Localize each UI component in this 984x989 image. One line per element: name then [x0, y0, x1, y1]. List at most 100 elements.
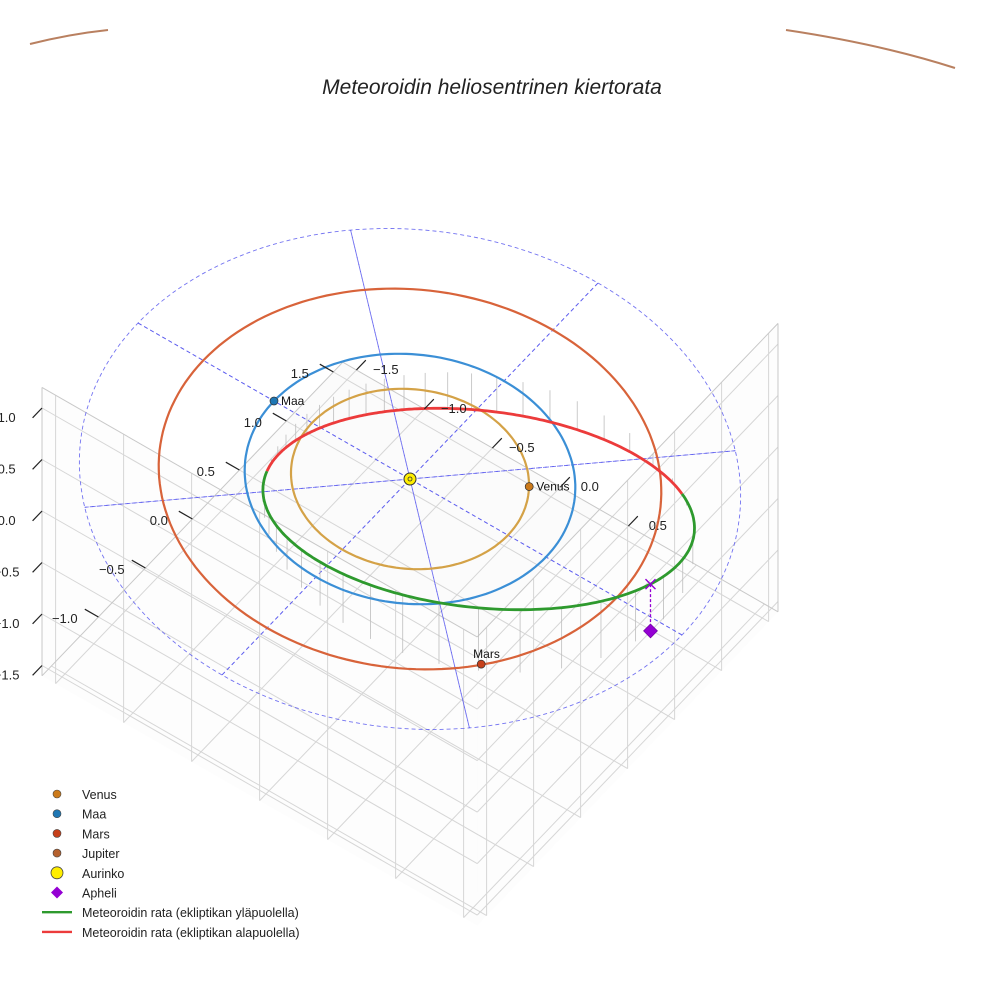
- back-wall-gridline: [476, 343, 779, 658]
- x-tick-label: 0.5: [197, 464, 215, 479]
- left-wall-gridline: [41, 665, 478, 916]
- floor-gridline: [191, 447, 493, 762]
- z-tick-label: −1.0: [0, 616, 19, 631]
- legend-item: Meteoroidin rata (ekliptikan alapuolella…: [42, 926, 299, 940]
- z-tick: [32, 665, 43, 676]
- y-tick: [491, 437, 503, 449]
- orbit-venus: [289, 387, 531, 571]
- reference-spoke: [84, 450, 736, 508]
- y-tick-label: −1.0: [441, 401, 467, 416]
- y-tick-label: 0.5: [649, 518, 667, 533]
- y-tick: [423, 398, 435, 410]
- legend-marker-dot: [52, 848, 62, 858]
- label-venus: Venus: [536, 480, 569, 494]
- back-wall-gridline: [476, 601, 779, 916]
- jupiter-orbit-arc-left: [29, 29, 109, 45]
- left-wall-gridline: [41, 510, 478, 762]
- x-tick-label: −0.5: [99, 562, 125, 577]
- aphelion-projection-cross: [644, 578, 656, 590]
- meteoroid-orbit: [261, 406, 696, 612]
- legend-label: Apheli: [82, 887, 117, 901]
- x-tick-label: −1.0: [52, 611, 78, 626]
- axis-pane-edge: [476, 323, 779, 638]
- marker-venus: [524, 482, 534, 491]
- legend-marker-dot: [52, 789, 62, 799]
- x-tick: [272, 412, 287, 422]
- y-tick-label: 0.0: [581, 479, 599, 494]
- left-wall-gridline: [41, 613, 478, 865]
- jupiter-orbit-arc: [29, 29, 956, 69]
- legend-marker-dot: [52, 809, 62, 819]
- z-tick: [32, 613, 43, 625]
- chart-title: Meteoroidin heliosentrinen kiertorata: [322, 76, 662, 99]
- marker-maa: [269, 396, 279, 406]
- legend-label: Mars: [82, 827, 110, 841]
- legend: Venus Maa Mars Jupiter Aurinko Apheli Meteoroi…: [42, 788, 299, 940]
- legend-marker-dot: [52, 829, 62, 838]
- sun-marker: [403, 472, 417, 486]
- x-tick: [225, 461, 240, 471]
- axis-panes: [42, 323, 778, 926]
- z-tick: [32, 510, 43, 522]
- left-wall-gridline: [41, 407, 478, 659]
- axis-ticks: −1.0 −0.5 0.0 0.5 1.0 1.5 −1.5 −1.0 −0.5 0.0 0.5 1.…: [0, 359, 667, 682]
- legend-item: Apheli: [51, 886, 117, 901]
- y-tick-label: −0.5: [509, 440, 535, 455]
- y-tick: [355, 359, 367, 371]
- z-tick-label: 1.0: [0, 410, 16, 425]
- label-maa: Maa: [281, 394, 305, 408]
- legend-item: Mars: [52, 827, 110, 841]
- x-tick-label: 1.0: [244, 415, 262, 430]
- back-wall-gridline: [476, 498, 779, 813]
- meteoroid-path-below: [265, 432, 308, 472]
- floor-gridline: [123, 408, 425, 723]
- z-tick-label: −1.5: [0, 667, 19, 682]
- legend-label: Aurinko: [82, 867, 124, 881]
- floor-gridline: [55, 369, 357, 684]
- back-wall-gridline: [476, 549, 779, 864]
- legend-item: Meteoroidin rata (ekliptikan yläpuolella…: [42, 906, 299, 920]
- planet-orbits: [157, 287, 663, 671]
- z-tick: [32, 562, 43, 573]
- legend-item: Aurinko: [50, 866, 124, 881]
- meteoroid-path-above: [261, 470, 696, 612]
- label-mars: Mars: [473, 647, 500, 661]
- z-tick-label: 0.5: [0, 461, 16, 476]
- meteoroid-path-below: [306, 406, 684, 495]
- floor-gridline: [259, 486, 561, 801]
- x-tick-label: 1.5: [291, 366, 309, 381]
- floor-gridline: [395, 564, 697, 879]
- y-tick-label: −1.5: [373, 362, 399, 377]
- legend-label: Maa: [82, 808, 106, 822]
- x-tick-label: 0.0: [150, 513, 168, 528]
- jupiter-orbit-arc-right: [785, 29, 956, 69]
- orbit-maa: [243, 352, 577, 606]
- left-wall-gridline: [41, 562, 478, 813]
- x-tick: [84, 608, 99, 618]
- legend-label: Venus: [82, 788, 117, 802]
- z-tick-label: 0.0: [0, 513, 16, 528]
- reference-spoke: [84, 450, 736, 508]
- left-wall-gridline: [41, 459, 478, 710]
- sun-core: [407, 476, 413, 482]
- z-tick-label: −0.5: [0, 564, 19, 579]
- legend-marker-sun: [50, 866, 64, 880]
- legend-item: Venus: [52, 788, 117, 802]
- legend-label: Jupiter: [82, 847, 120, 861]
- y-tick: [627, 515, 639, 527]
- legend-label: Meteoroidin rata (ekliptikan alapuolella…: [82, 926, 299, 940]
- body-markers: Venus Maa Mars: [269, 394, 658, 669]
- marker-mars: [476, 659, 486, 669]
- x-tick: [178, 510, 193, 520]
- reference-ring: [78, 228, 742, 730]
- z-tick: [32, 407, 43, 419]
- x-tick: [131, 559, 146, 569]
- floor-gridline: [463, 603, 765, 918]
- z-tick: [32, 459, 43, 470]
- aphelion-marker: [643, 623, 658, 639]
- floor-gridline: [327, 525, 629, 840]
- back-wall-gridline: [476, 395, 779, 710]
- legend-label: Meteoroidin rata (ekliptikan yläpuolella…: [82, 906, 299, 920]
